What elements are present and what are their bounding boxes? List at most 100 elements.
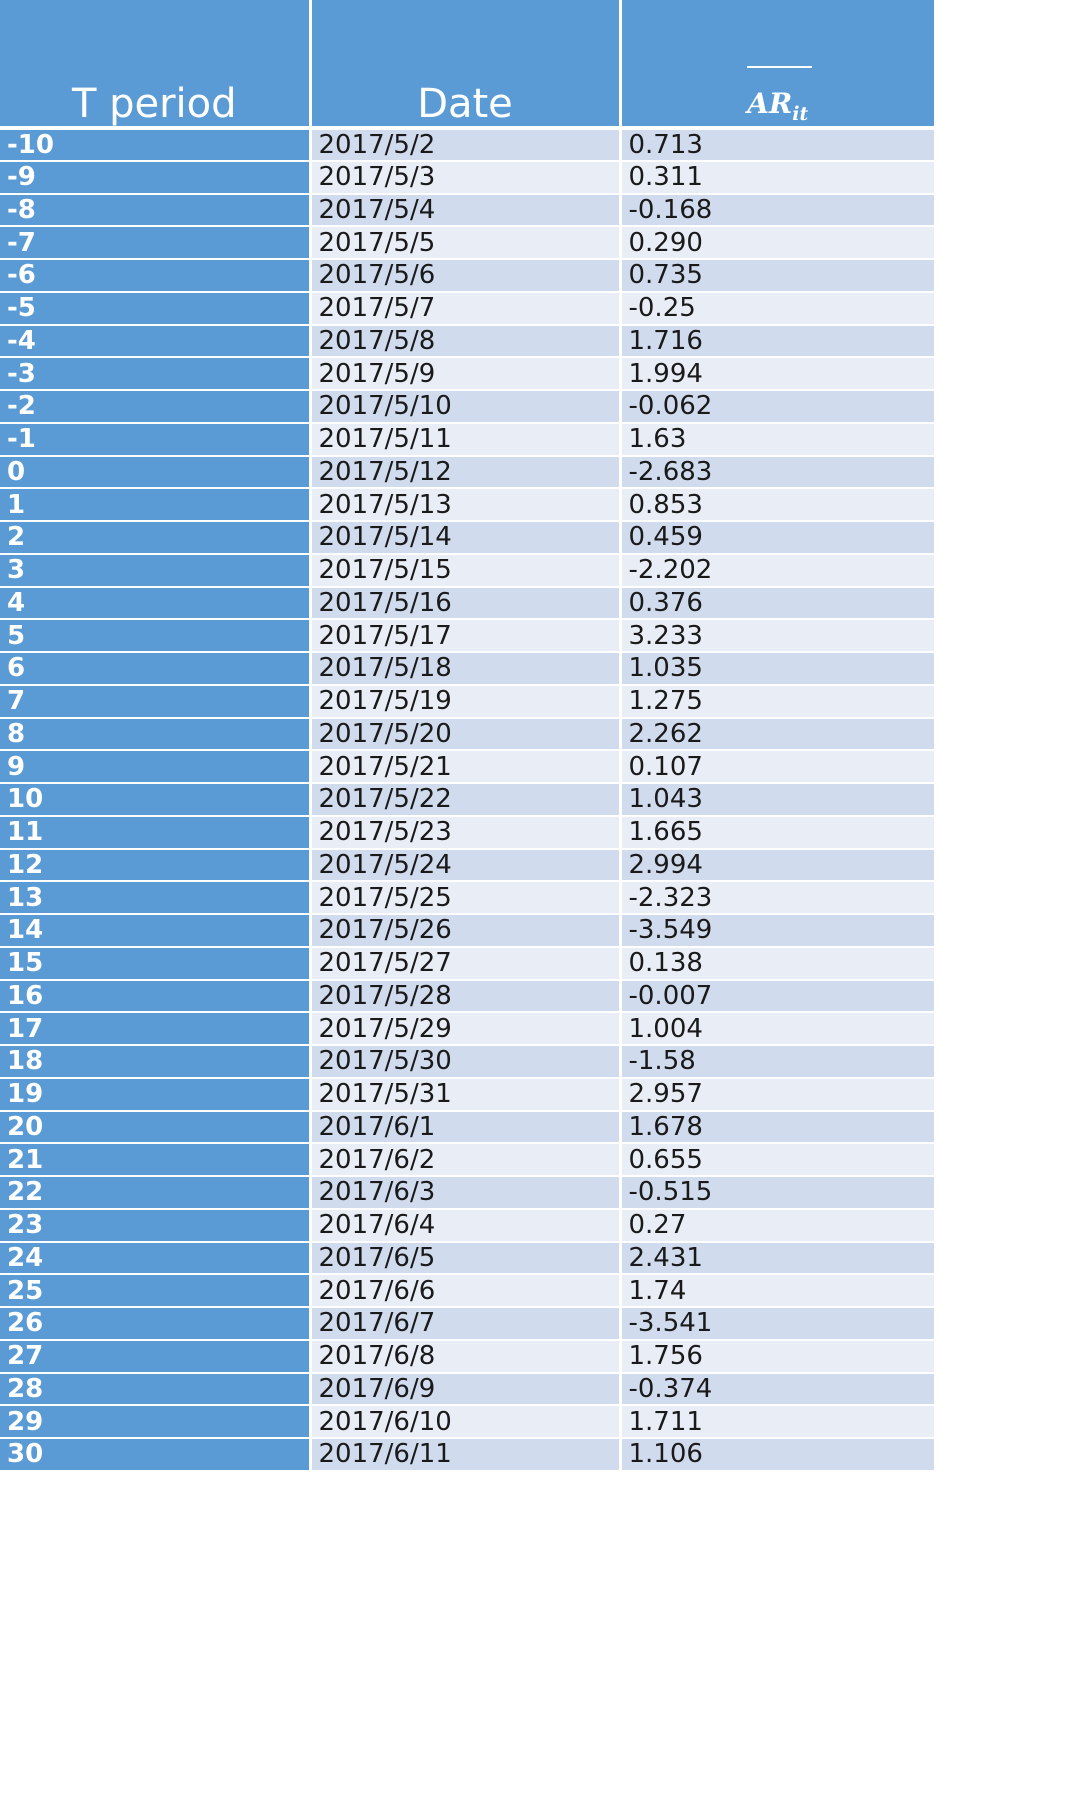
table-row: 19 2017/5/31 2.957 (0, 1077, 934, 1112)
header-t-period-label: T period (71, 81, 237, 127)
header-ar-math: ARit (747, 66, 813, 126)
t-period-cell: 22 (0, 1176, 312, 1210)
ar-value-cell: 0.713 (620, 128, 934, 162)
t-period-cell: 10 (0, 783, 312, 817)
table-body: -10 2017/5/2 0.713 -9 2017/5/3 0.311 -8 2017/5/… (0, 128, 934, 1472)
header-date-label: Date (417, 81, 513, 127)
t-period-cell: 17 (0, 1012, 312, 1046)
ar-value-cell: -2.683 (620, 455, 934, 490)
t-period-cell: 5 (0, 619, 312, 653)
ar-value-cell: -0.515 (620, 1176, 934, 1210)
table-row: 9 2017/5/21 0.107 (0, 750, 934, 784)
date-cell: 2017/5/22 (310, 783, 622, 817)
ar-value-cell: -3.541 (620, 1307, 934, 1341)
ar-value-cell: -0.25 (620, 291, 934, 326)
t-period-cell: 25 (0, 1274, 312, 1308)
table-row: 28 2017/6/9 -0.374 (0, 1372, 934, 1407)
ar-value-cell: 2.957 (620, 1077, 934, 1112)
t-period-cell: 12 (0, 848, 312, 883)
table-row: 22 2017/6/3 -0.515 (0, 1176, 934, 1210)
date-cell: 2017/6/11 (310, 1438, 622, 1472)
t-period-cell: 9 (0, 750, 312, 784)
t-period-cell: -2 (0, 390, 312, 424)
t-period-cell: -9 (0, 160, 312, 195)
table-row: 12 2017/5/24 2.994 (0, 848, 934, 883)
ar-value-cell: 2.994 (620, 848, 934, 883)
table-row: 24 2017/6/5 2.431 (0, 1241, 934, 1276)
ar-value-cell: 1.004 (620, 1012, 934, 1046)
table-row: -5 2017/5/7 -0.25 (0, 291, 934, 326)
table-row: -6 2017/5/6 0.735 (0, 259, 934, 293)
ar-value-cell: 0.27 (620, 1208, 934, 1243)
abnormal-returns-table: T period Date ARit -10 2017/5/2 0.713 -9 201… (0, 0, 934, 1472)
t-period-cell: 6 (0, 652, 312, 686)
ar-value-cell: 1.678 (620, 1110, 934, 1145)
t-period-cell: -10 (0, 128, 312, 162)
ar-value-cell: 1.035 (620, 652, 934, 686)
table-row: 27 2017/6/8 1.756 (0, 1339, 934, 1374)
table-row: -9 2017/5/3 0.311 (0, 160, 934, 195)
ar-value-cell: 2.431 (620, 1241, 934, 1276)
t-period-cell: 27 (0, 1339, 312, 1374)
t-period-cell: 20 (0, 1110, 312, 1145)
ar-value-cell: 1.756 (620, 1339, 934, 1374)
date-cell: 2017/6/7 (310, 1307, 622, 1341)
header-ar: ARit (620, 0, 934, 130)
date-cell: 2017/5/13 (310, 488, 622, 522)
date-cell: 2017/5/25 (310, 881, 622, 915)
header-t-period: T period (0, 0, 312, 130)
table-row: 16 2017/5/28 -0.007 (0, 979, 934, 1014)
t-period-cell: 16 (0, 979, 312, 1014)
table-row: 2 2017/5/14 0.459 (0, 521, 934, 555)
ar-value-cell: 0.311 (620, 160, 934, 195)
table-row: -10 2017/5/2 0.713 (0, 128, 934, 162)
date-cell: 2017/5/24 (310, 848, 622, 883)
table-row: 29 2017/6/10 1.711 (0, 1405, 934, 1439)
table-row: -7 2017/5/5 0.290 (0, 226, 934, 260)
t-period-cell: 30 (0, 1438, 312, 1472)
mean-overbar (747, 66, 813, 68)
table-row: 17 2017/5/29 1.004 (0, 1012, 934, 1046)
t-period-cell: 23 (0, 1208, 312, 1243)
date-cell: 2017/5/31 (310, 1077, 622, 1112)
ar-value-cell: -0.007 (620, 979, 934, 1014)
date-cell: 2017/5/29 (310, 1012, 622, 1046)
t-period-cell: 4 (0, 586, 312, 621)
ar-value-cell: 1.74 (620, 1274, 934, 1308)
date-cell: 2017/5/2 (310, 128, 622, 162)
date-cell: 2017/6/6 (310, 1274, 622, 1308)
t-period-cell: 29 (0, 1405, 312, 1439)
table-row: 21 2017/6/2 0.655 (0, 1143, 934, 1177)
ar-value-cell: 0.107 (620, 750, 934, 784)
t-period-cell: 11 (0, 815, 312, 850)
table-row: 5 2017/5/17 3.233 (0, 619, 934, 653)
date-cell: 2017/5/20 (310, 717, 622, 752)
date-cell: 2017/5/4 (310, 193, 622, 228)
t-period-cell: -4 (0, 324, 312, 359)
date-cell: 2017/5/19 (310, 684, 622, 719)
ar-value-cell: 0.138 (620, 946, 934, 981)
ar-value-cell: -0.168 (620, 193, 934, 228)
table-row: -2 2017/5/10 -0.062 (0, 390, 934, 424)
t-period-cell: 3 (0, 553, 312, 588)
table-row: 11 2017/5/23 1.665 (0, 815, 934, 850)
ar-value-cell: -0.374 (620, 1372, 934, 1407)
table-row: 10 2017/5/22 1.043 (0, 783, 934, 817)
ar-value-cell: -2.202 (620, 553, 934, 588)
t-period-cell: -8 (0, 193, 312, 228)
table-row: 15 2017/5/27 0.138 (0, 946, 934, 981)
ar-value-cell: 0.853 (620, 488, 934, 522)
date-cell: 2017/5/7 (310, 291, 622, 326)
date-cell: 2017/6/3 (310, 1176, 622, 1210)
t-period-cell: 13 (0, 881, 312, 915)
t-period-cell: 18 (0, 1045, 312, 1079)
ar-value-cell: 0.655 (620, 1143, 934, 1177)
date-cell: 2017/5/17 (310, 619, 622, 653)
t-period-cell: 8 (0, 717, 312, 752)
t-period-cell: 14 (0, 914, 312, 948)
header-date: Date (310, 0, 622, 130)
ar-value-cell: 1.716 (620, 324, 934, 359)
t-period-cell: 7 (0, 684, 312, 719)
date-cell: 2017/5/28 (310, 979, 622, 1014)
date-cell: 2017/5/23 (310, 815, 622, 850)
